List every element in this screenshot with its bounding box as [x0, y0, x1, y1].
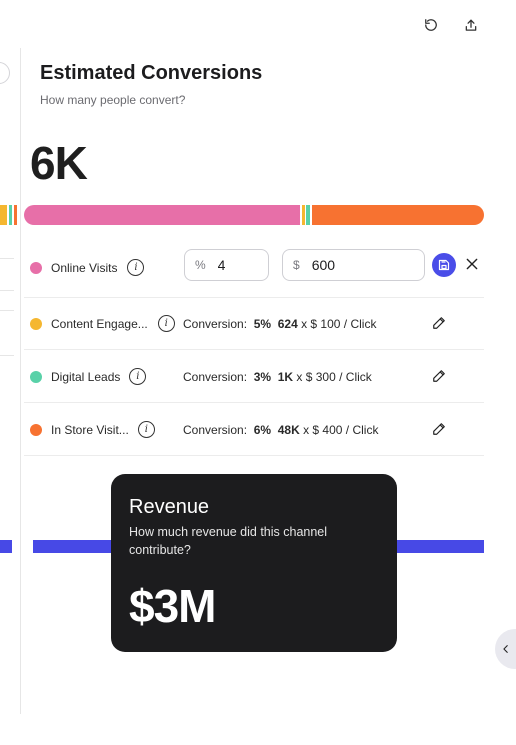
conversion-cost: x $ 400 / Click — [303, 422, 379, 437]
left-panel-toggle[interactable] — [0, 62, 10, 84]
conversion-rate: 3% — [253, 369, 272, 384]
share-icon[interactable] — [462, 16, 480, 34]
channel-name: In Store Visit... — [51, 422, 129, 437]
conversion-rate: 5% — [253, 316, 272, 331]
channel-row-in-store-visits: In Store Visit... i Conversion: 6% 48K x… — [24, 404, 484, 456]
conversion-label: Conversion: — [183, 422, 248, 437]
dollar-field[interactable]: $ — [282, 249, 425, 281]
chevron-left-icon — [503, 645, 508, 653]
info-icon[interactable]: i — [129, 368, 147, 385]
total-conversions: 6K — [30, 137, 88, 189]
channel-color-dot — [30, 370, 42, 383]
close-icon[interactable] — [465, 257, 481, 273]
info-icon[interactable]: i — [157, 315, 175, 332]
left-panel-row-divider — [0, 310, 14, 311]
revenue-flow-line — [0, 540, 12, 553]
undo-icon[interactable] — [422, 16, 440, 34]
bar-segment-online — [24, 205, 300, 225]
conversion-stacked-bar — [24, 205, 484, 225]
percent-input[interactable] — [217, 257, 278, 273]
channel-row-content-engagement: Content Engage... i Conversion: 5% 624 x… — [24, 298, 484, 350]
conversion-rate: 6% — [253, 422, 272, 437]
dollar-input[interactable] — [311, 257, 372, 273]
conversion-summary: Conversion: 5% 624 x $ 100 / Click — [183, 317, 376, 331]
bar-segment-digital — [306, 205, 310, 225]
edit-icon[interactable] — [432, 369, 448, 385]
channel-name: Online Visits — [51, 260, 118, 275]
edit-icon[interactable] — [432, 316, 448, 332]
percent-field[interactable]: % — [184, 249, 278, 281]
channel-row-digital-leads: Digital Leads i Conversion: 3% 1K x $ 30… — [24, 351, 484, 403]
save-button[interactable] — [432, 253, 456, 277]
conversion-count: 624 — [277, 316, 298, 331]
bar-segment-content — [302, 205, 305, 225]
conversion-cost: x $ 100 / Click — [301, 316, 377, 331]
info-icon[interactable]: i — [137, 421, 155, 438]
conversion-summary: Conversion: 6% 48K x $ 400 / Click — [183, 423, 378, 437]
panel-subtitle: How many people convert? — [40, 93, 186, 107]
panel-title: Estimated Conversions — [40, 62, 263, 84]
percent-prefix: % — [195, 258, 206, 272]
revenue-flow-line — [33, 540, 113, 553]
channel-row-online-visits: Online Visits i % $ — [24, 238, 484, 298]
channel-color-dot — [30, 423, 42, 436]
header-actions — [422, 16, 480, 34]
tooltip-value: $3M — [129, 580, 216, 632]
tooltip-title: Revenue — [129, 496, 210, 518]
tooltip-subtitle: How much revenue did this channel contri… — [129, 525, 328, 557]
conversion-count: 48K — [277, 422, 300, 437]
left-panel-row-divider — [0, 355, 14, 356]
left-stack-bar — [0, 205, 18, 225]
conversion-count: 1K — [277, 369, 294, 384]
channel-name: Digital Leads — [51, 369, 121, 384]
dollar-prefix: $ — [293, 258, 300, 272]
left-panel-row-divider — [0, 258, 14, 259]
revenue-flow-line — [396, 540, 484, 553]
conversion-label: Conversion: — [183, 316, 248, 331]
channel-name: Content Engage... — [51, 316, 148, 331]
edit-icon[interactable] — [432, 422, 448, 438]
channel-color-dot — [30, 317, 42, 330]
left-panel-row-divider — [0, 290, 14, 291]
conversion-label: Conversion: — [183, 369, 248, 384]
collapse-panel-button[interactable] — [495, 629, 516, 669]
conversion-cost: x $ 300 / Click — [296, 369, 372, 384]
panel-divider — [20, 48, 21, 714]
bar-segment-store — [312, 205, 484, 225]
conversion-summary: Conversion: 3% 1K x $ 300 / Click — [183, 370, 372, 384]
revenue-tooltip: Revenue How much revenue did this channe… — [111, 474, 397, 652]
info-icon[interactable]: i — [127, 259, 145, 276]
save-icon — [438, 259, 450, 271]
channel-color-dot — [30, 261, 42, 274]
